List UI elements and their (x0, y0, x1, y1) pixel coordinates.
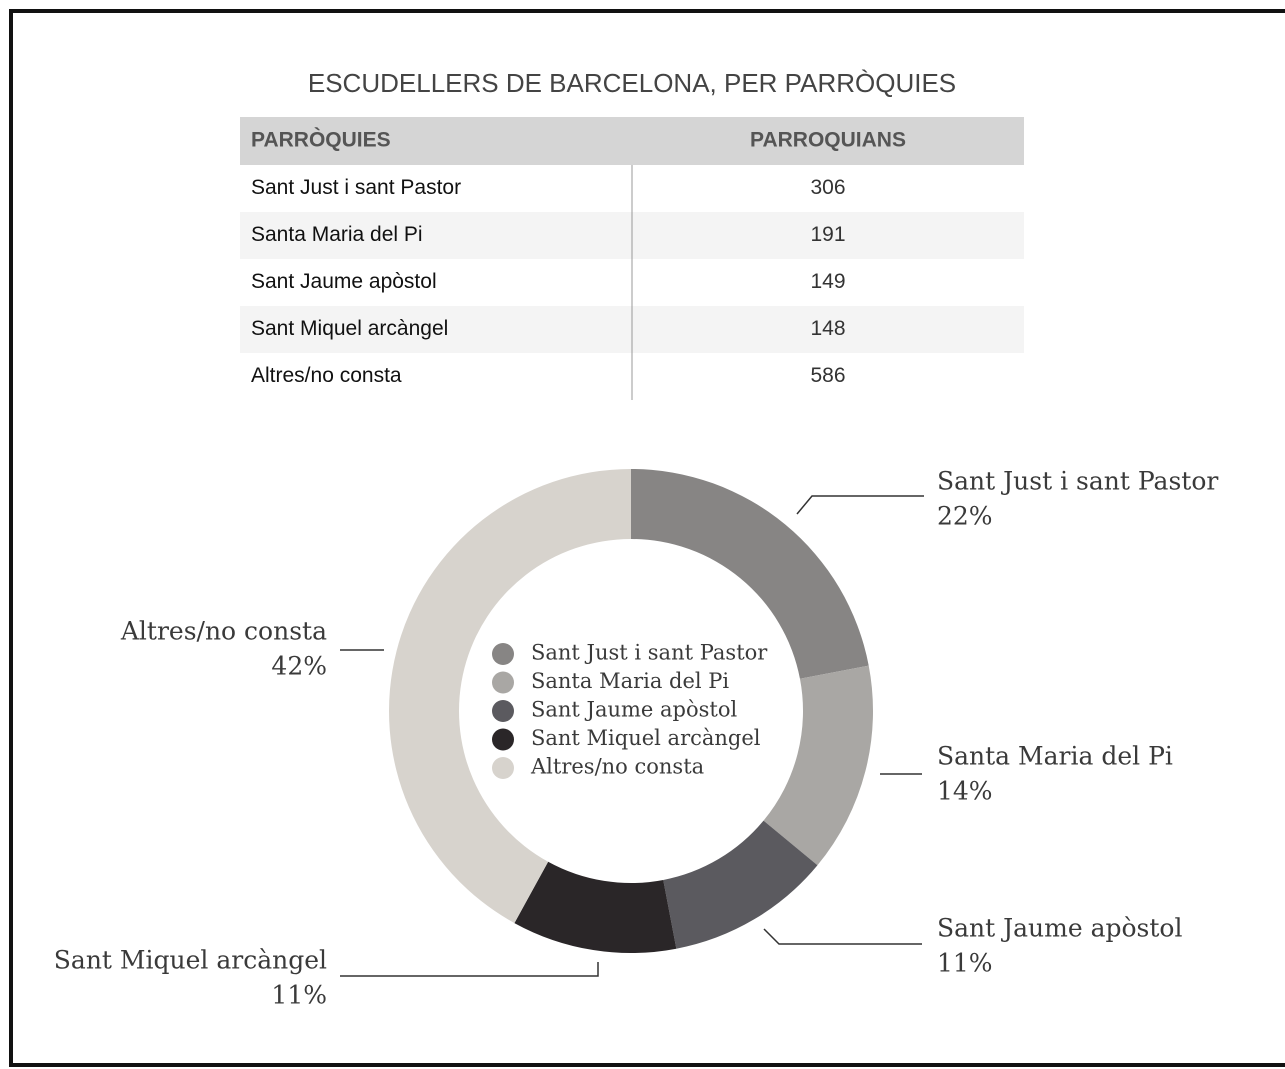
legend-label: Sant Miquel arcàngel (531, 726, 761, 750)
slice-value: 11% (271, 981, 327, 1010)
row-label: Sant Jaume apòstol (251, 270, 437, 293)
leader-line (796, 495, 924, 515)
title: ESCUDELLERS DE BARCELONA, PER PARRÒQUIES (308, 68, 956, 98)
slice-label: Altres/no consta (120, 617, 327, 646)
row-value: 148 (810, 317, 845, 340)
slice-value: 14% (937, 777, 993, 806)
slice-value: 11% (937, 949, 993, 978)
slice (663, 820, 818, 949)
row-value: 149 (810, 270, 845, 293)
legend-label: Sant Just i sant Pastor (531, 641, 768, 665)
slice (388, 469, 631, 924)
legend-label: Santa Maria del Pi (531, 669, 729, 693)
slice-label: Santa Maria del Pi (937, 742, 1173, 771)
row-value: 191 (810, 223, 845, 246)
legend-swatch (492, 757, 514, 779)
leader-line (340, 962, 599, 977)
row-label: Altres/no consta (251, 364, 402, 387)
row-value: 586 (810, 364, 845, 387)
legend-label: Altres/no consta (530, 755, 704, 779)
legend-swatch (492, 728, 514, 751)
slice-value: 42% (271, 652, 327, 681)
leader-line (763, 928, 922, 945)
slice (514, 861, 677, 953)
row-label: Sant Miquel arcàngel (251, 317, 448, 340)
slice-label: Sant Just i sant Pastor (937, 467, 1218, 496)
legend-swatch (492, 700, 514, 722)
row-label: Sant Just i sant Pastor (251, 176, 461, 199)
row-label: Santa Maria del Pi (251, 223, 423, 246)
frame (9, 9, 1285, 1067)
legend-swatch (492, 671, 514, 694)
slice (763, 665, 873, 866)
slice-label: Sant Miquel arcàngel (54, 946, 327, 975)
header-cell: PARRÒQUIES (251, 128, 391, 152)
slice (631, 469, 869, 679)
legend-swatch (492, 643, 514, 665)
row-value: 306 (810, 176, 845, 199)
slice-label: Sant Jaume apòstol (937, 914, 1182, 943)
header-cell: PARROQUIANS (750, 129, 906, 152)
table-header-bg (240, 117, 1024, 165)
legend-label: Sant Jaume apòstol (531, 698, 737, 722)
slice-value: 22% (937, 502, 993, 531)
